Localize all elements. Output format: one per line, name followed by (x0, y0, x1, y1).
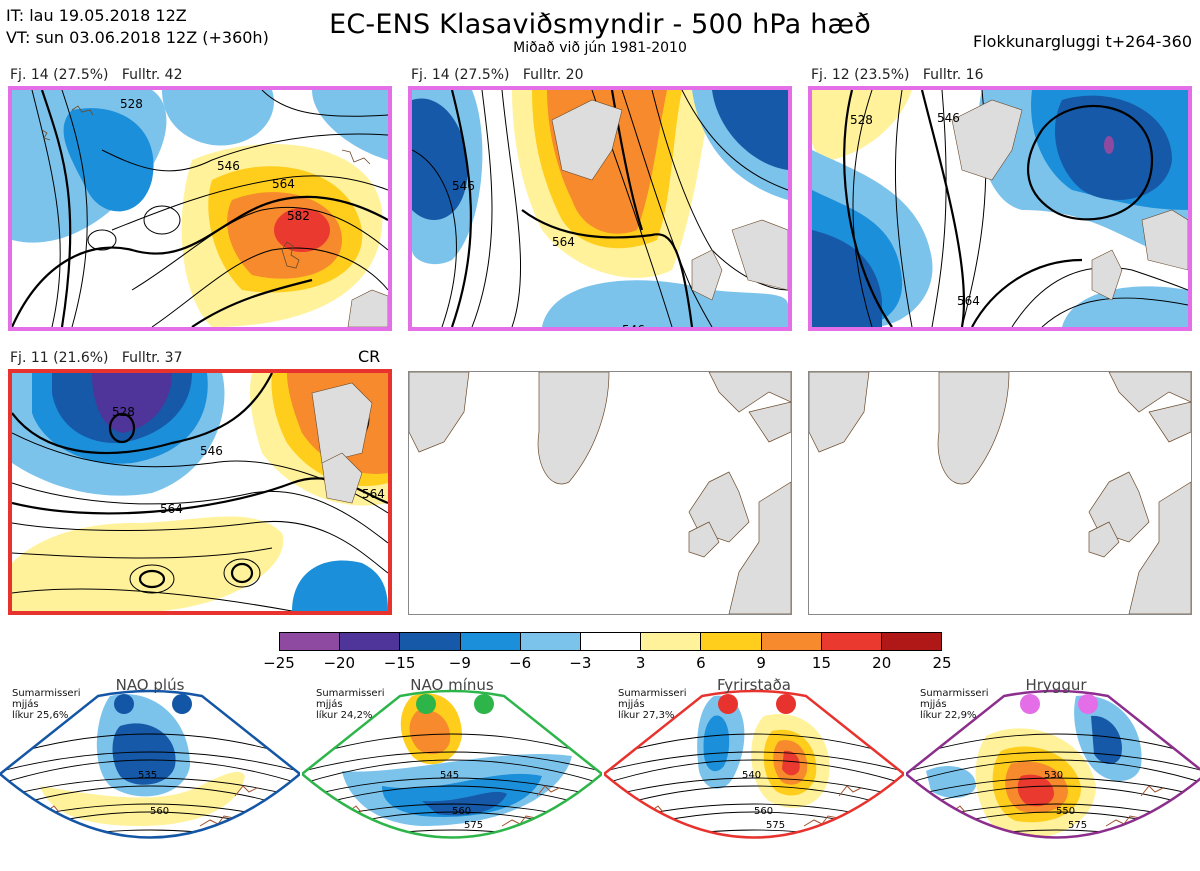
regime-stats: Sumarmisseri mjjás líkur 25,6% (12, 688, 80, 721)
colorbar-swatch (339, 633, 400, 650)
regime-contour-label: 550 (1056, 806, 1075, 817)
colorbar-tick-label: 6 (696, 654, 706, 672)
contour-label: 546 (937, 111, 960, 125)
regime-dot (718, 694, 738, 714)
regime-dot (172, 694, 192, 714)
contour-label: 546 (200, 444, 223, 458)
regime-contour-label: 575 (464, 820, 483, 831)
colorbar-tick-label: 3 (635, 654, 646, 672)
colorbar-tick-label: −6 (509, 654, 532, 672)
contour-label: 546 (452, 179, 475, 193)
regime-map-1: 535 560 NAO plús Sumarmisseri mjjás líkur 25,… (0, 676, 300, 871)
regime-strip: 535 560 NAO plús Sumarmisseri mjjás líkur 25,… (0, 676, 1200, 871)
colorbar-tick-label: −15 (383, 654, 416, 672)
page-subtitle: Miðað við jún 1981-2010 (513, 40, 687, 56)
regime-contour-label: 540 (742, 770, 761, 781)
panel-2-label: Fj. 14 (27.5%) Fulltr. 20 (411, 67, 584, 83)
regime-title: NAO plús (115, 676, 185, 694)
colorbar-tick-label: 25 (932, 654, 952, 672)
regime-likelihood: líkur 25,6% (12, 710, 69, 721)
regime-stats: Sumarmisseri mjjás líkur 22,9% (920, 688, 988, 721)
regime-stats: Sumarmisseri mjjás líkur 24,2% (316, 688, 384, 721)
contour-label: 564 (160, 502, 183, 516)
regime-type: mjjás (618, 699, 645, 710)
regime-contour-label: 560 (150, 806, 169, 817)
colorbar-swatch (280, 633, 340, 650)
colorbar-swatch (640, 633, 701, 650)
cluster-map-1: 528 546 564 582 (8, 86, 392, 331)
contour-label: 546 (622, 323, 645, 327)
regime-type: mjjás (920, 699, 947, 710)
panel-4-regime-tag: CR (358, 347, 381, 366)
contour-label: 564 (272, 177, 295, 191)
colorbar-swatch (579, 633, 641, 650)
panel-1-label: Fj. 14 (27.5%) Fulltr. 42 (10, 67, 183, 83)
colorbar (279, 632, 942, 651)
colorbar-tick-label: 20 (872, 654, 892, 672)
classification-window: Flokkunargluggi t+264-360 (973, 32, 1192, 51)
regime-dot (776, 694, 796, 714)
regime-type: mjjás (12, 699, 39, 710)
regime-likelihood: líkur 22,9% (920, 710, 977, 721)
regime-contour-label: 545 (440, 770, 459, 781)
colorbar-tick-label: −3 (569, 654, 592, 672)
colorbar-tick-label: −20 (323, 654, 356, 672)
cluster-map-4: 528 546 564 564 (8, 369, 392, 615)
contour-label: 528 (112, 405, 135, 419)
colorbar-swatch (399, 633, 460, 650)
contour-label: 528 (120, 97, 143, 111)
regime-dot (1078, 694, 1098, 714)
regime-season: Sumarmisseri (618, 688, 687, 699)
init-time: IT: lau 19.05.2018 12Z (6, 6, 187, 25)
cluster-map-2: 546 564 546 (408, 86, 792, 331)
regime-dot (114, 694, 134, 714)
regime-season: Sumarmisseri (316, 688, 385, 699)
regime-contour-label: 530 (1044, 770, 1063, 781)
colorbar-tick-label: 15 (811, 654, 831, 672)
empty-map-5 (408, 371, 792, 615)
colorbar-swatch (760, 633, 821, 650)
regime-contour-label: 575 (766, 820, 785, 831)
colorbar-swatch (820, 633, 881, 650)
regime-stats: Sumarmisseri mjjás líkur 27,3% (618, 688, 686, 721)
contour-label: 528 (850, 113, 873, 127)
colorbar-swatch (880, 633, 942, 650)
regime-likelihood: líkur 27,3% (618, 710, 675, 721)
contour-label: 564 (552, 235, 575, 249)
colorbar-tick-label: −9 (448, 654, 471, 672)
valid-time: VT: sun 03.06.2018 12Z (+360h) (6, 28, 269, 47)
panel-3-label: Fj. 12 (23.5%) Fulltr. 16 (811, 67, 984, 83)
regime-type: mjjás (316, 699, 343, 710)
contour-label: 564 (362, 487, 385, 501)
contour-label: 546 (217, 159, 240, 173)
regime-likelihood: líkur 24,2% (316, 710, 373, 721)
regime-map-4: 530 550 575 Hryggur Sumarmisseri mjjás líkur 2… (906, 676, 1200, 871)
panel-4-label: Fj. 11 (21.6%) Fulltr. 37 (10, 350, 183, 366)
regime-contour-label: 535 (138, 770, 157, 781)
regime-contour-label: 560 (754, 806, 773, 817)
contour-label: 582 (287, 209, 310, 223)
regime-map-2: 545 560 575 NAO mínus Sumarmisseri mjjás líkur… (302, 676, 602, 871)
colorbar-swatch (700, 633, 761, 650)
regime-title: Fyrirstaða (717, 676, 791, 694)
colorbar-tick-label: −25 (263, 654, 295, 672)
page-title: EC-ENS Klasaviðsmyndir - 500 hPa hæð (329, 9, 871, 40)
regime-dot (416, 694, 436, 714)
contour-label: 564 (957, 294, 980, 308)
regime-season: Sumarmisseri (920, 688, 989, 699)
colorbar-swatch (519, 633, 580, 650)
colorbar-tick-label: 9 (756, 654, 766, 672)
cluster-map-3: 528 546 564 (808, 86, 1192, 331)
regime-title: Hryggur (1025, 676, 1087, 694)
regime-season: Sumarmisseri (12, 688, 81, 699)
regime-dot (474, 694, 494, 714)
regime-title: NAO mínus (410, 676, 494, 694)
regime-contour-label: 575 (1068, 820, 1087, 831)
colorbar-ticks: −25 −20 −15 −9 −6 −3 3 6 9 15 20 25 (263, 654, 951, 674)
colorbar-swatch (459, 633, 520, 650)
empty-map-6 (808, 371, 1192, 615)
regime-contour-label: 560 (452, 806, 471, 817)
regime-dot (1020, 694, 1040, 714)
regime-map-3: 540 560 575 Fyrirstaða Sumarmisseri mjjás líku… (604, 676, 904, 871)
